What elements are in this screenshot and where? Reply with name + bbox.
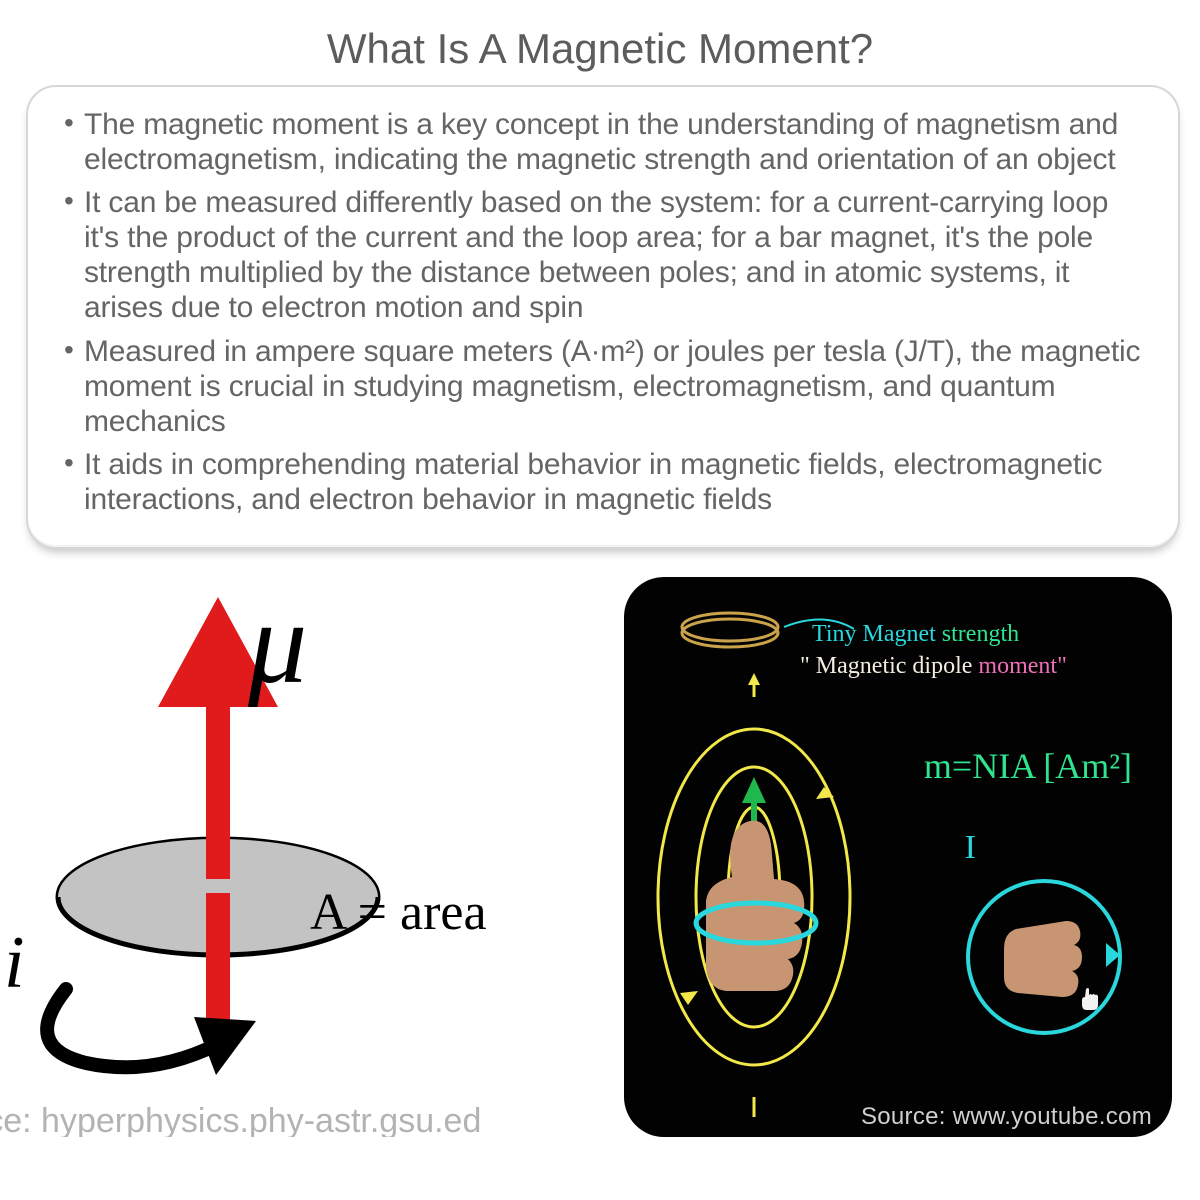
- bb-text: strength: [942, 621, 1019, 647]
- right-diagram: Tiny Magnet strength " Magnetic dipole m…: [624, 577, 1172, 1137]
- page-title: What Is A Magnetic Moment?: [0, 0, 1200, 85]
- source-left: urce: hyperphysics.phy-astr.gsu.ed: [0, 1102, 481, 1137]
- hand-cursor-icon: [1080, 987, 1100, 1011]
- mu-label: μ: [248, 577, 307, 711]
- bb-text: Tiny Magnet: [812, 621, 942, 647]
- area-label: A = area: [310, 883, 487, 942]
- source-right: Source: www.youtube.com: [861, 1103, 1152, 1131]
- blackboard-line2: " Magnetic dipole moment": [800, 653, 1067, 680]
- image-row: μ i A = area urce: hyperphysics.phy-astr…: [0, 549, 1200, 1137]
- list-item: It can be measured differently based on …: [58, 185, 1148, 325]
- list-item: Measured in ampere square meters (A·m²) …: [58, 334, 1148, 439]
- bullet-list: The magnetic moment is a key concept in …: [58, 107, 1148, 517]
- list-item: The magnetic moment is a key concept in …: [58, 107, 1148, 177]
- blackboard-line1: Tiny Magnet strength: [812, 621, 1019, 648]
- list-item: It aids in comprehending material behavi…: [58, 447, 1148, 517]
- blackboard-equation: m=NIA [Am²]: [924, 745, 1132, 787]
- bb-text: moment": [978, 653, 1066, 679]
- i-label: i: [4, 921, 25, 1006]
- left-diagram: μ i A = area urce: hyperphysics.phy-astr…: [0, 577, 598, 1137]
- definition-card: The magnetic moment is a key concept in …: [26, 85, 1180, 549]
- bb-text: " Magnetic dipole: [800, 653, 978, 679]
- blackboard-I: I: [965, 829, 976, 867]
